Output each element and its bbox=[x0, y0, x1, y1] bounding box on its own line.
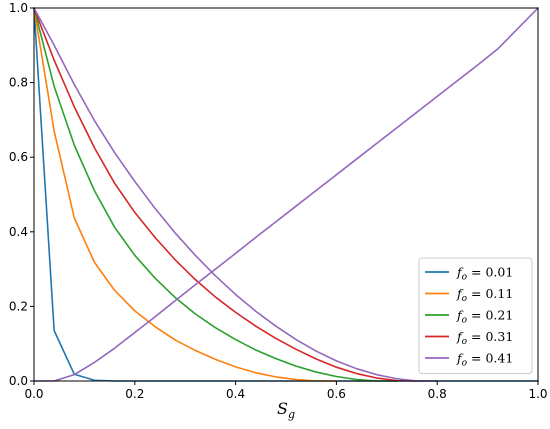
legend-value: 0.31 bbox=[485, 329, 513, 344]
legend-var: f bbox=[456, 329, 464, 344]
legend-var: f bbox=[456, 265, 464, 280]
y-tick-label: 0.0 bbox=[9, 374, 28, 388]
series-line-2 bbox=[33, 7, 398, 382]
x-tick-label: 0.8 bbox=[428, 387, 447, 401]
axis-ticks: 0.0 0.2 0.4 0.6 0.8 1.0 0.0 0.2 0.4 0.6 0.8 1.0 bbox=[9, 1, 548, 401]
x-tick-label: 0.6 bbox=[327, 387, 346, 401]
series-line-5 bbox=[33, 7, 539, 382]
x-tick-label: 0.0 bbox=[24, 387, 43, 401]
legend-var: f bbox=[456, 351, 464, 366]
legend-var-sub: o bbox=[462, 337, 468, 347]
legend-label-4: fo = 0.41 bbox=[456, 351, 513, 369]
legend-label-1: fo = 0.11 bbox=[456, 286, 513, 304]
series-line-3 bbox=[33, 7, 418, 382]
legend-eq: = bbox=[467, 308, 485, 323]
legend-var-sub: o bbox=[462, 294, 468, 304]
legend-var: f bbox=[456, 308, 464, 323]
legend-var-sub: o bbox=[462, 359, 468, 369]
legend-var-sub: o bbox=[462, 316, 468, 326]
legend-label-2: fo = 0.21 bbox=[456, 308, 513, 326]
x-axis-label-sub: g bbox=[288, 408, 295, 421]
y-tick-label: 0.8 bbox=[9, 76, 28, 90]
x-tick-label: 1.0 bbox=[528, 387, 547, 401]
legend-box bbox=[418, 257, 533, 374]
legend-value: 0.11 bbox=[485, 286, 513, 301]
legend-var: f bbox=[456, 286, 464, 301]
x-axis-label-main: S bbox=[277, 399, 288, 418]
series-line-1 bbox=[33, 7, 338, 382]
legend-var-sub: o bbox=[462, 273, 468, 283]
legend-label-0: fo = 0.01 bbox=[456, 265, 513, 283]
y-tick-label: 0.4 bbox=[9, 225, 28, 239]
legend-value: 0.41 bbox=[485, 351, 513, 366]
x-tick-label: 0.4 bbox=[226, 387, 245, 401]
legend-eq: = bbox=[467, 265, 485, 280]
y-tick-label: 0.6 bbox=[9, 150, 28, 164]
y-tick-label: 1.0 bbox=[9, 1, 28, 15]
x-axis-label: Sg bbox=[277, 399, 295, 421]
legend-eq: = bbox=[467, 329, 485, 344]
legend-value: 0.21 bbox=[485, 308, 513, 323]
legend-label-3: fo = 0.31 bbox=[456, 329, 513, 347]
series-line-4 bbox=[33, 7, 439, 382]
plot-area-frame bbox=[33, 7, 539, 382]
y-tick-label: 0.2 bbox=[9, 299, 28, 313]
legend-eq: = bbox=[467, 351, 485, 366]
x-tick-label: 0.2 bbox=[125, 387, 144, 401]
legend-value: 0.01 bbox=[485, 265, 513, 280]
legend-eq: = bbox=[467, 286, 485, 301]
